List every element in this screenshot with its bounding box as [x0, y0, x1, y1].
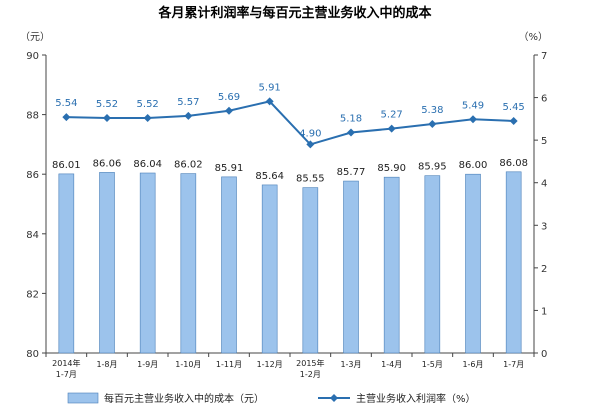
profit-rate-label: 5.69: [218, 92, 240, 103]
cost-bar-label: 86.04: [133, 159, 162, 170]
right-tick-label: 3: [541, 221, 547, 232]
legend-bar-label: 每百元主营业务收入中的成本（元）: [104, 392, 264, 405]
profit-rate-label: 5.91: [259, 82, 281, 93]
x-tick-label: 1-10月: [175, 360, 201, 369]
profit-rate-label: 5.38: [421, 105, 443, 116]
cost-bar: [343, 180, 359, 354]
profit-rate-label: 4.90: [299, 128, 321, 139]
profit-rate-label: 5.49: [462, 100, 484, 111]
right-tick-label: 2: [541, 264, 547, 275]
cost-bar: [58, 173, 75, 354]
profit-rate-point: [347, 128, 355, 137]
profit-rate-label: 5.54: [55, 98, 77, 109]
profit-rate-line: [66, 100, 514, 146]
cost-bar: [302, 187, 319, 354]
profit-rate-label: 5.52: [137, 99, 159, 110]
cost-bar-label: 86.00: [459, 160, 488, 171]
profit-rate-point: [509, 116, 518, 125]
profit-rate-label: 5.18: [340, 113, 362, 124]
legend-line-marker: [330, 394, 338, 402]
cost-bar-label: 85.77: [337, 167, 366, 178]
left-tick-label: 90: [26, 51, 39, 62]
profit-rate-point: [62, 113, 71, 122]
left-tick-label: 86: [26, 170, 39, 181]
profit-rate-label: 5.27: [381, 110, 403, 121]
cost-bar-label: 86.06: [93, 158, 122, 169]
right-tick-label: 1: [541, 306, 547, 317]
x-tick-label: 2015年: [296, 358, 324, 368]
cost-bar-label: 85.91: [215, 163, 244, 174]
right-tick-label: 5: [541, 136, 547, 147]
x-tick-label: 1-3月: [340, 360, 361, 369]
cost-bar: [99, 172, 115, 354]
profit-rate-point: [387, 124, 396, 133]
cost-bar-label: 86.08: [499, 158, 528, 169]
left-tick-label: 84: [26, 230, 39, 241]
profit-rate-point: [306, 140, 315, 149]
cost-bar: [261, 184, 278, 354]
right-tick-label: 6: [541, 94, 547, 105]
profit-rate-point: [428, 119, 437, 128]
cost-bar-label: 86.02: [174, 160, 203, 171]
profit-rate-label: 5.52: [96, 99, 118, 110]
left-tick-label: 80: [26, 349, 39, 360]
profit-rate-point: [184, 111, 193, 120]
cost-bar: [424, 175, 441, 354]
x-tick-label: 1-8月: [96, 360, 117, 369]
profit-rate-point: [103, 114, 111, 123]
cost-bar-label: 85.90: [377, 163, 406, 174]
x-tick-label: 1-11月: [216, 360, 242, 369]
legend-bar-swatch: [67, 392, 99, 404]
x-tick-label: 1-6月: [462, 360, 483, 369]
cost-bar: [221, 176, 237, 354]
profit-rate-label: 5.57: [177, 97, 199, 108]
profit-rate-point: [265, 97, 274, 106]
x-tick-label: 1-7月: [56, 370, 77, 379]
cost-bar-label: 85.55: [296, 174, 325, 185]
profit-rate-point: [143, 114, 152, 123]
cost-bar-label: 85.95: [418, 162, 447, 173]
x-tick-label: 1-7月: [503, 360, 524, 369]
legend: 每百元主营业务收入中的成本（元） 主营业务收入利润率（%）: [67, 392, 476, 405]
right-tick-label: 0: [541, 349, 547, 360]
left-axis-unit: （元）: [20, 31, 50, 43]
left-tick-label: 88: [26, 111, 39, 122]
x-tick-label: 1-12月: [257, 360, 283, 369]
profit-rate-point: [225, 106, 233, 115]
legend-line-label: 主营业务收入利润率（%）: [356, 392, 476, 405]
profit-rate-label: 5.45: [503, 102, 525, 113]
cost-bar-label: 86.01: [52, 160, 81, 171]
right-tick-label: 4: [541, 179, 547, 190]
cost-bar: [139, 172, 156, 354]
right-axis-unit: （%）: [518, 31, 548, 43]
chart-title: 各月累计利润率与每百元主营业务收入中的成本: [157, 5, 431, 21]
cost-bar: [505, 171, 522, 354]
x-tick-label: 1-2月: [300, 370, 321, 379]
cost-bar: [465, 173, 481, 354]
right-tick-label: 7: [541, 51, 547, 62]
cost-bar-label: 85.64: [255, 171, 284, 182]
cost-bar: [383, 176, 400, 354]
x-tick-label: 2014年: [52, 358, 80, 368]
x-tick-label: 1-9月: [137, 360, 158, 369]
plot-area: 80 82 84 86 88 90 0 1 2 3 4 5 6 7 2014年 1-7月 1-8月 1-9月 1-1…: [26, 51, 547, 379]
left-tick-label: 82: [26, 289, 39, 300]
x-tick-label: 1-4月: [381, 360, 402, 369]
x-tick-label: 1-5月: [422, 360, 443, 369]
profit-rate-point: [469, 115, 477, 124]
cost-bar: [180, 173, 197, 354]
